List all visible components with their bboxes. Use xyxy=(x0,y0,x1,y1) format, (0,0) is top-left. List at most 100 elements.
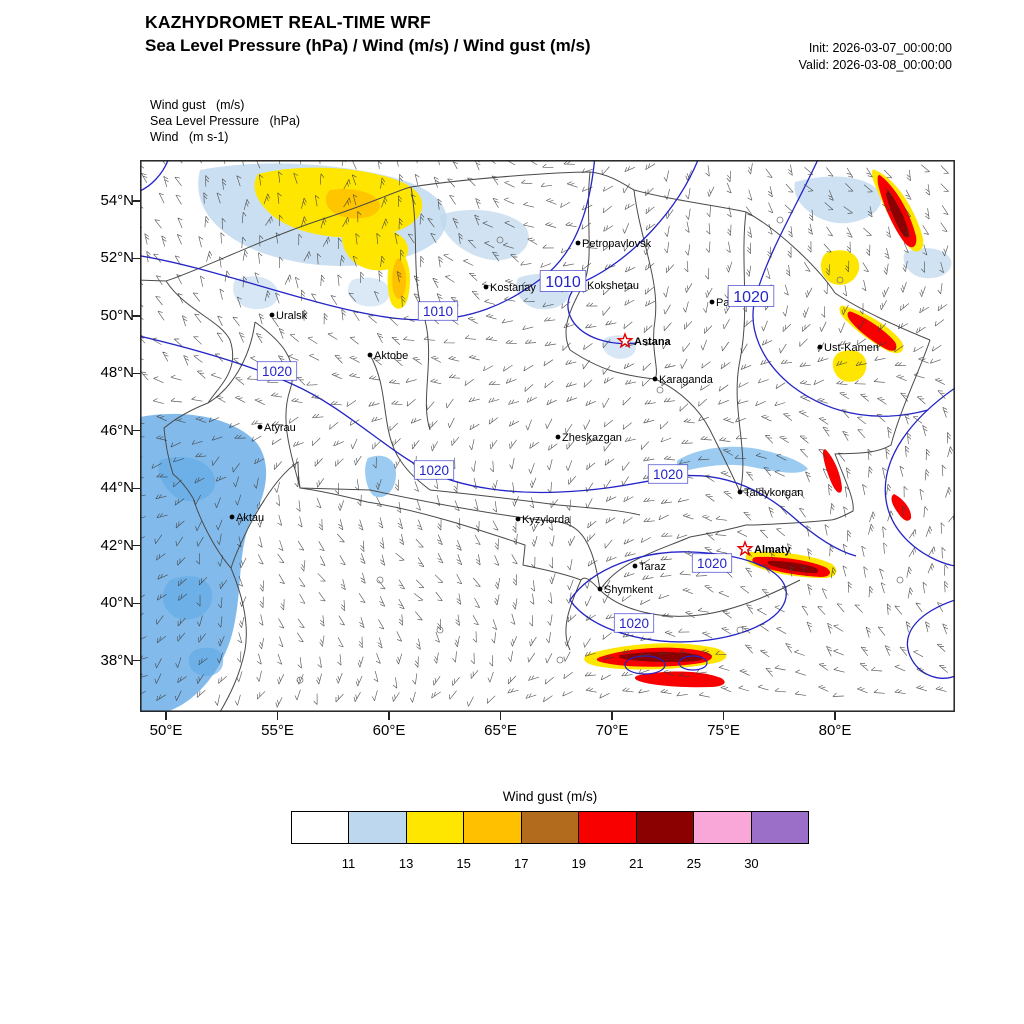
gust-shade-patch xyxy=(891,494,912,521)
city-marker xyxy=(367,352,373,358)
admin-border xyxy=(134,171,931,341)
city-label: Kokshetau xyxy=(587,280,639,292)
gust-shade-patch xyxy=(886,190,909,238)
isobar-label: 1020 xyxy=(619,616,649,631)
admin-border xyxy=(163,321,256,569)
x-axis-tick xyxy=(722,712,725,720)
city-marker xyxy=(483,284,489,290)
admin-border xyxy=(299,487,601,591)
y-axis-tick xyxy=(132,372,140,375)
city-label: Almaty xyxy=(754,544,792,556)
y-axis-tick xyxy=(132,487,140,489)
isobar-contour xyxy=(906,599,956,679)
calm-wind-icon xyxy=(436,626,444,634)
x-axis-tick xyxy=(388,712,390,720)
x-axis-tick-label: 60°E xyxy=(372,722,406,739)
page-subtitle: Sea Level Pressure (hPa) / Wind (m/s) / … xyxy=(145,36,591,55)
admin-border xyxy=(599,579,801,617)
isobar-label-box xyxy=(613,613,655,633)
gust-shade-patch xyxy=(392,258,406,299)
y-axis-tick-label: 54°N xyxy=(100,192,134,209)
y-axis-tick xyxy=(132,602,140,604)
calm-wind-icon xyxy=(496,236,504,244)
y-axis-tick xyxy=(132,430,140,432)
valid-time: Valid: 2026-03-08_00:00:00 xyxy=(798,57,952,72)
colorbar-cell xyxy=(635,812,694,843)
admin-border xyxy=(254,321,301,489)
city-marker xyxy=(575,240,581,246)
isobar-contour xyxy=(567,154,701,345)
colorbar-tick-label: 30 xyxy=(744,856,759,871)
city-marker xyxy=(632,563,638,569)
colorbar-tick-label: 11 xyxy=(341,856,356,871)
sea-gust-patch xyxy=(162,576,213,620)
y-axis-tick xyxy=(132,660,140,662)
isobar-label-box xyxy=(691,553,733,573)
gust-shade-patch xyxy=(347,277,390,307)
x-axis-tick xyxy=(611,712,613,720)
gust-shade-patch xyxy=(325,188,380,219)
city-label: Petropavlovsk xyxy=(582,238,652,250)
calm-wind-icon xyxy=(896,576,904,584)
isobar-label-box xyxy=(727,285,775,307)
page-title: KAZHYDROMET REAL-TIME WRF xyxy=(145,12,431,32)
gust-shade-patch xyxy=(233,276,279,310)
city-marker xyxy=(229,514,235,520)
colorbar-cell xyxy=(292,812,349,843)
y-axis-tick-label: 38°N xyxy=(100,651,134,669)
capital-star-icon xyxy=(736,539,754,557)
city-label: Astana xyxy=(634,336,672,348)
city-label: Ust-Kamen xyxy=(824,342,879,354)
wind-gust-colorbar xyxy=(291,811,809,844)
city-label: Atyrau xyxy=(264,422,296,434)
city-label: Karaganda xyxy=(659,374,714,386)
city-label: Kyzylorda xyxy=(522,514,571,526)
y-axis-tick-label: 46°N xyxy=(100,421,134,439)
y-axis-tick xyxy=(132,200,140,202)
x-axis-tick-label: 55°E xyxy=(261,722,294,739)
isobar-label: 1020 xyxy=(653,467,683,482)
city-marker xyxy=(817,344,823,350)
colorbar-cell xyxy=(348,812,406,843)
gust-shade-patch xyxy=(903,248,952,279)
y-axis-tick-label: 50°N xyxy=(100,306,134,324)
colorbar-cell xyxy=(405,812,464,843)
admin-border xyxy=(569,349,741,493)
x-axis-tick xyxy=(276,712,279,720)
x-axis-tick-label: 70°E xyxy=(595,722,629,739)
gust-shade-patch xyxy=(767,561,819,574)
isobar-contour xyxy=(624,655,666,675)
legend-line: Wind gust (m/s) xyxy=(150,98,245,112)
city-marker xyxy=(555,434,561,440)
aral-sea xyxy=(365,455,396,498)
x-axis-tick-label: 50°E xyxy=(149,722,183,739)
y-axis-tick-label: 44°N xyxy=(100,479,134,497)
isobar-contour xyxy=(752,154,929,417)
isobar-contour xyxy=(678,655,708,671)
city-label: Aktau xyxy=(236,512,264,524)
y-axis-tick xyxy=(132,257,140,260)
city-marker xyxy=(257,424,263,430)
calm-wind-icon xyxy=(836,276,844,284)
x-axis-tick-label: 65°E xyxy=(484,722,517,739)
admin-border xyxy=(633,189,657,380)
wind-barbs-layer xyxy=(129,152,957,708)
isobar-label: 1020 xyxy=(262,364,292,379)
admin-border xyxy=(165,280,234,404)
colorbar-cell xyxy=(750,812,808,843)
city-marker xyxy=(515,516,521,522)
colorbar-cell xyxy=(578,812,636,843)
isobar-contour xyxy=(569,551,787,643)
city-label: Aktobe xyxy=(374,350,408,362)
calm-wind-icon xyxy=(556,656,564,664)
colorbar-tick-label: 15 xyxy=(456,856,471,871)
sea-gust-patch xyxy=(158,456,216,502)
admin-border xyxy=(369,354,431,491)
gust-shade-patch xyxy=(823,449,842,493)
gust-shade-patch xyxy=(832,350,867,382)
init-time: Init: 2026-03-07_00:00:00 xyxy=(808,41,952,55)
city-label: Zheskazgan xyxy=(562,432,622,444)
x-axis-tick-label: 80°E xyxy=(818,722,852,739)
colorbar-tick-label: 25 xyxy=(686,856,702,871)
